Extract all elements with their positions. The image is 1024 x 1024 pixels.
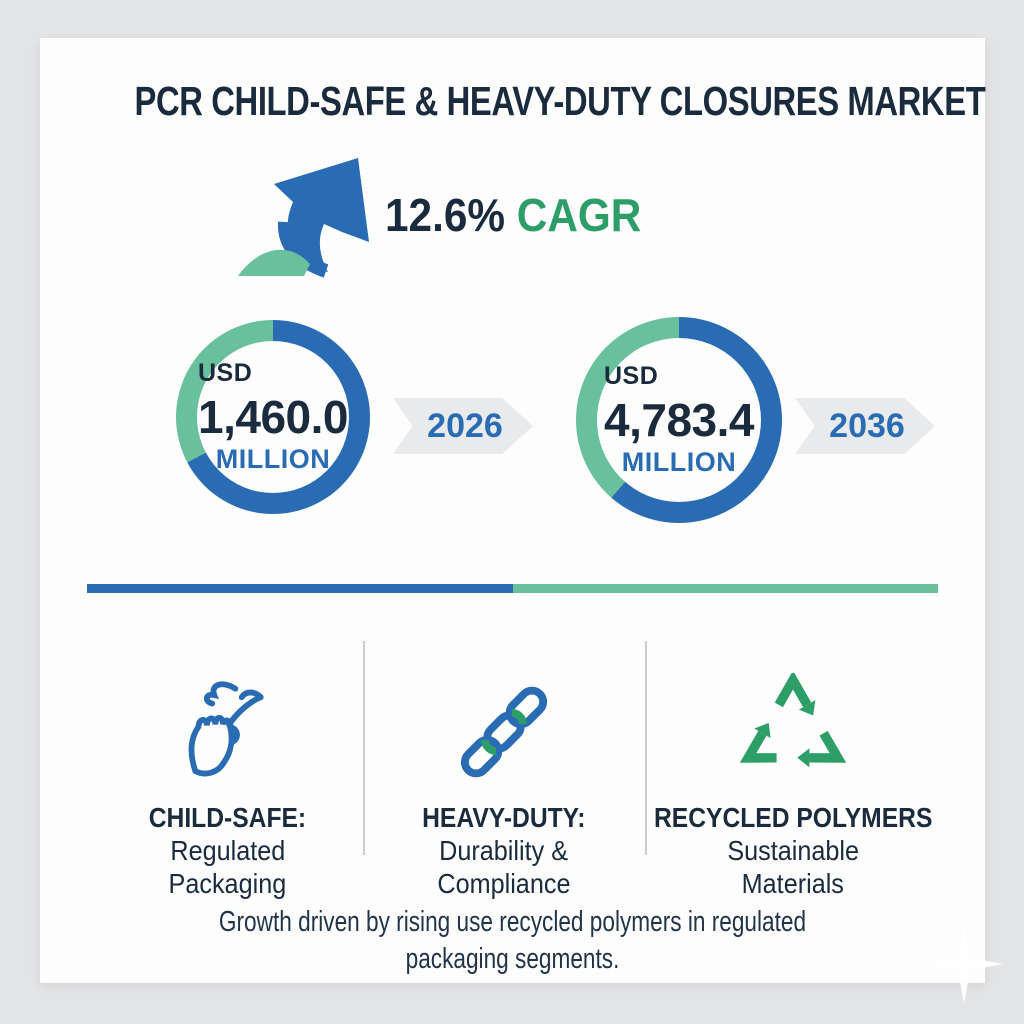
cagr-label: CAGR [516, 189, 642, 241]
feature-heading: HEAVY-DUTY: [422, 802, 586, 833]
feature-line: Sustainable [727, 835, 859, 866]
divider-green-segment [512, 584, 938, 593]
feature-line: Packaging [168, 868, 287, 899]
donut-chart-2026: USD 1,460.0 MILLION [176, 320, 370, 514]
feature-columns: CHILD-SAFE: Regulated Packaging HEAVY-DU… [40, 638, 985, 899]
cagr-rate: 12.6% [385, 189, 506, 241]
market-value-2026: USD 1,460.0 MILLION [198, 359, 348, 475]
feature-line: Materials [741, 868, 845, 899]
market-value-2036: USD 4,783.4 MILLION [604, 362, 754, 478]
footer-line-2: packaging segments. [405, 943, 620, 975]
unit-label: MILLION [621, 447, 737, 477]
divider-blue-segment [87, 584, 513, 593]
year-label: 2036 [829, 406, 905, 445]
donut-chart-2036: USD 4,783.4 MILLION [576, 317, 782, 523]
footer-line-1: Growth driven by rising use recycled pol… [218, 906, 807, 938]
recycle-icon [739, 673, 847, 768]
column-divider [363, 641, 365, 855]
footer-note: Growth driven by rising use recycled pol… [40, 904, 985, 978]
feature-heading: RECYCLED POLYMERS [653, 802, 933, 833]
infographic-card: PCR CHILD-SAFE & HEAVY-DUTY CLOSURES MAR… [40, 38, 986, 983]
feature-line: Regulated [170, 835, 285, 866]
feature-line: Durability & [439, 835, 569, 866]
chain-link-icon [460, 686, 548, 778]
year-banner-2036: 2036 [795, 398, 935, 454]
cagr-callout: 12.6% CAGR [385, 188, 641, 242]
feature-line: Compliance [437, 868, 571, 899]
unit-label: MILLION [215, 444, 331, 474]
market-value: 1,460.0 [198, 391, 348, 443]
currency-label: USD [198, 359, 253, 387]
year-label: 2026 [427, 406, 503, 445]
column-divider [645, 641, 647, 855]
feature-heading: CHILD-SAFE: [148, 802, 307, 833]
page-title: PCR CHILD-SAFE & HEAVY-DUTY CLOSURES MAR… [134, 78, 986, 124]
market-value: 4,783.4 [604, 394, 754, 446]
feature-heavy-duty: HEAVY-DUTY: Durability & Compliance [363, 638, 645, 900]
child-safe-hands-icon [188, 681, 264, 777]
currency-label: USD [604, 362, 659, 390]
growth-arrow-icon [238, 158, 369, 278]
feature-recycled-polymers: RECYCLED POLYMERS Sustainable Materials [623, 638, 963, 900]
feature-child-safe: CHILD-SAFE: Regulated Packaging [66, 638, 389, 900]
year-banner-2026: 2026 [393, 398, 533, 454]
section-divider-bar [87, 584, 938, 593]
